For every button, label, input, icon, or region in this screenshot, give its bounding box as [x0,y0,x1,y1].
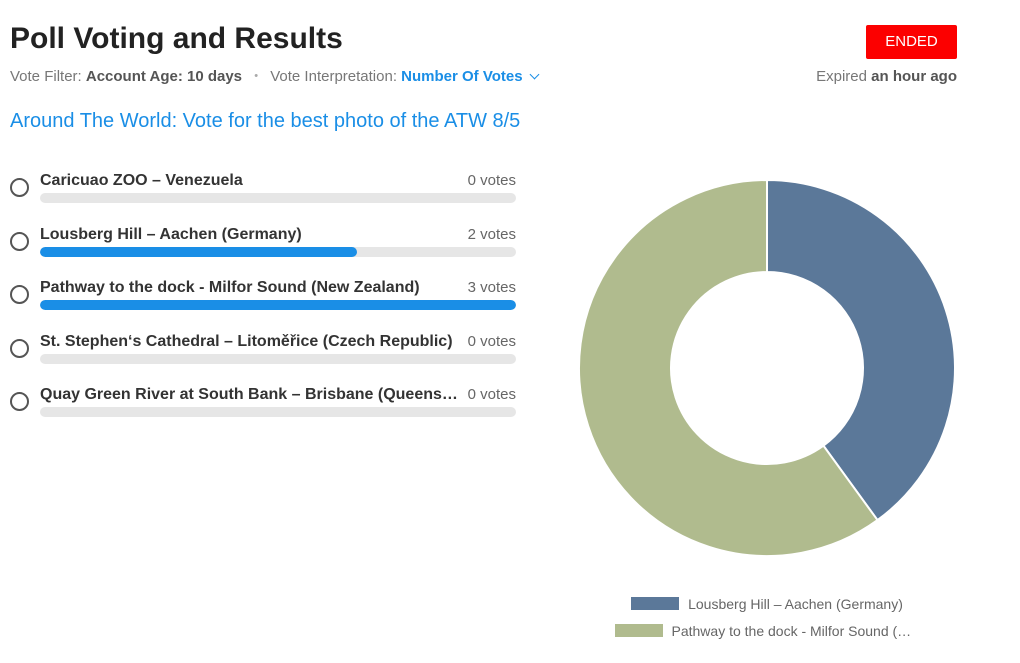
vote-bar-track [40,193,516,203]
radio-button[interactable] [10,178,29,197]
poll-option[interactable]: Lousberg Hill – Aachen (Germany) 2 votes [10,222,516,276]
vote-interpretation-value: Number Of Votes [401,68,523,85]
vote-bar-track [40,353,516,364]
option-label: Lousberg Hill – Aachen (Germany) [40,225,302,243]
option-label: Pathway to the dock - Milfor Sound (New … [40,279,420,296]
poll-option[interactable]: St. Stephen‘s Cathedral – Litoměřice (Cz… [10,329,516,383]
vote-bar-track [40,246,516,257]
legend-swatch [631,597,680,610]
expired-info: Expired an hour ago [816,68,957,85]
radio-button[interactable] [10,231,29,251]
legend-item[interactable]: Pathway to the dock - Milfor Sound (New … [560,617,974,644]
option-label: St. Stephen‘s Cathedral – Litoměřice (Cz… [40,332,453,350]
radio-button[interactable] [10,392,29,411]
results-donut-chart [578,178,956,557]
legend-label: Pathway to the dock - Milfor Sound (New … [671,622,920,639]
legend-swatch [614,624,663,637]
radio-button[interactable] [10,285,29,304]
expired-value: an hour ago [871,68,957,85]
vote-interpretation-dropdown[interactable]: Number Of Votes [401,68,540,85]
chevron-down-icon [529,69,540,80]
donut-slice[interactable] [578,178,879,557]
poll-option[interactable]: Pathway to the dock - Milfor Sound (New … [10,275,516,329]
poll-question-link[interactable]: Around The World: Vote for the best phot… [10,110,521,132]
vote-filter-label: Vote Filter: [10,68,82,85]
option-votes: 2 votes [467,225,516,243]
chart-legend: Lousberg Hill – Aachen (Germany) Pathway … [560,590,974,644]
vote-filter-value: Account Age: 10 days [85,68,243,85]
poll-option[interactable]: Caricuao ZOO – Venezuela 0 votes [10,168,516,222]
option-label: Quay Green River at South Bank – Brisban… [40,386,462,403]
option-votes: 0 votes [467,332,516,350]
poll-option[interactable]: Quay Green River at South Bank – Brisban… [10,382,516,436]
expired-label: Expired [816,68,867,85]
radio-button[interactable] [10,338,29,358]
option-votes: 0 votes [467,172,516,189]
vote-filter-bar: Vote Filter: Account Age: 10 days • Vote… [10,68,540,85]
vote-bar-track [40,407,516,417]
vote-bar-track [40,300,516,310]
status-badge: ENDED [866,25,957,59]
vote-bar-fill [40,300,516,310]
option-label: Caricuao ZOO – Venezuela [40,172,243,189]
poll-options: Caricuao ZOO – Venezuela 0 votes Lousber… [10,168,516,436]
donut-slice[interactable] [766,178,956,522]
legend-label: Lousberg Hill – Aachen (Germany) [688,595,903,612]
vote-bar-fill [40,246,358,257]
option-votes: 0 votes [467,386,516,403]
page-title: Poll Voting and Results [10,22,343,55]
vote-interpretation-label: Vote Interpretation: [270,68,397,85]
option-votes: 3 votes [467,279,516,296]
separator-dot: • [254,70,259,82]
legend-item[interactable]: Lousberg Hill – Aachen (Germany) [560,590,974,617]
